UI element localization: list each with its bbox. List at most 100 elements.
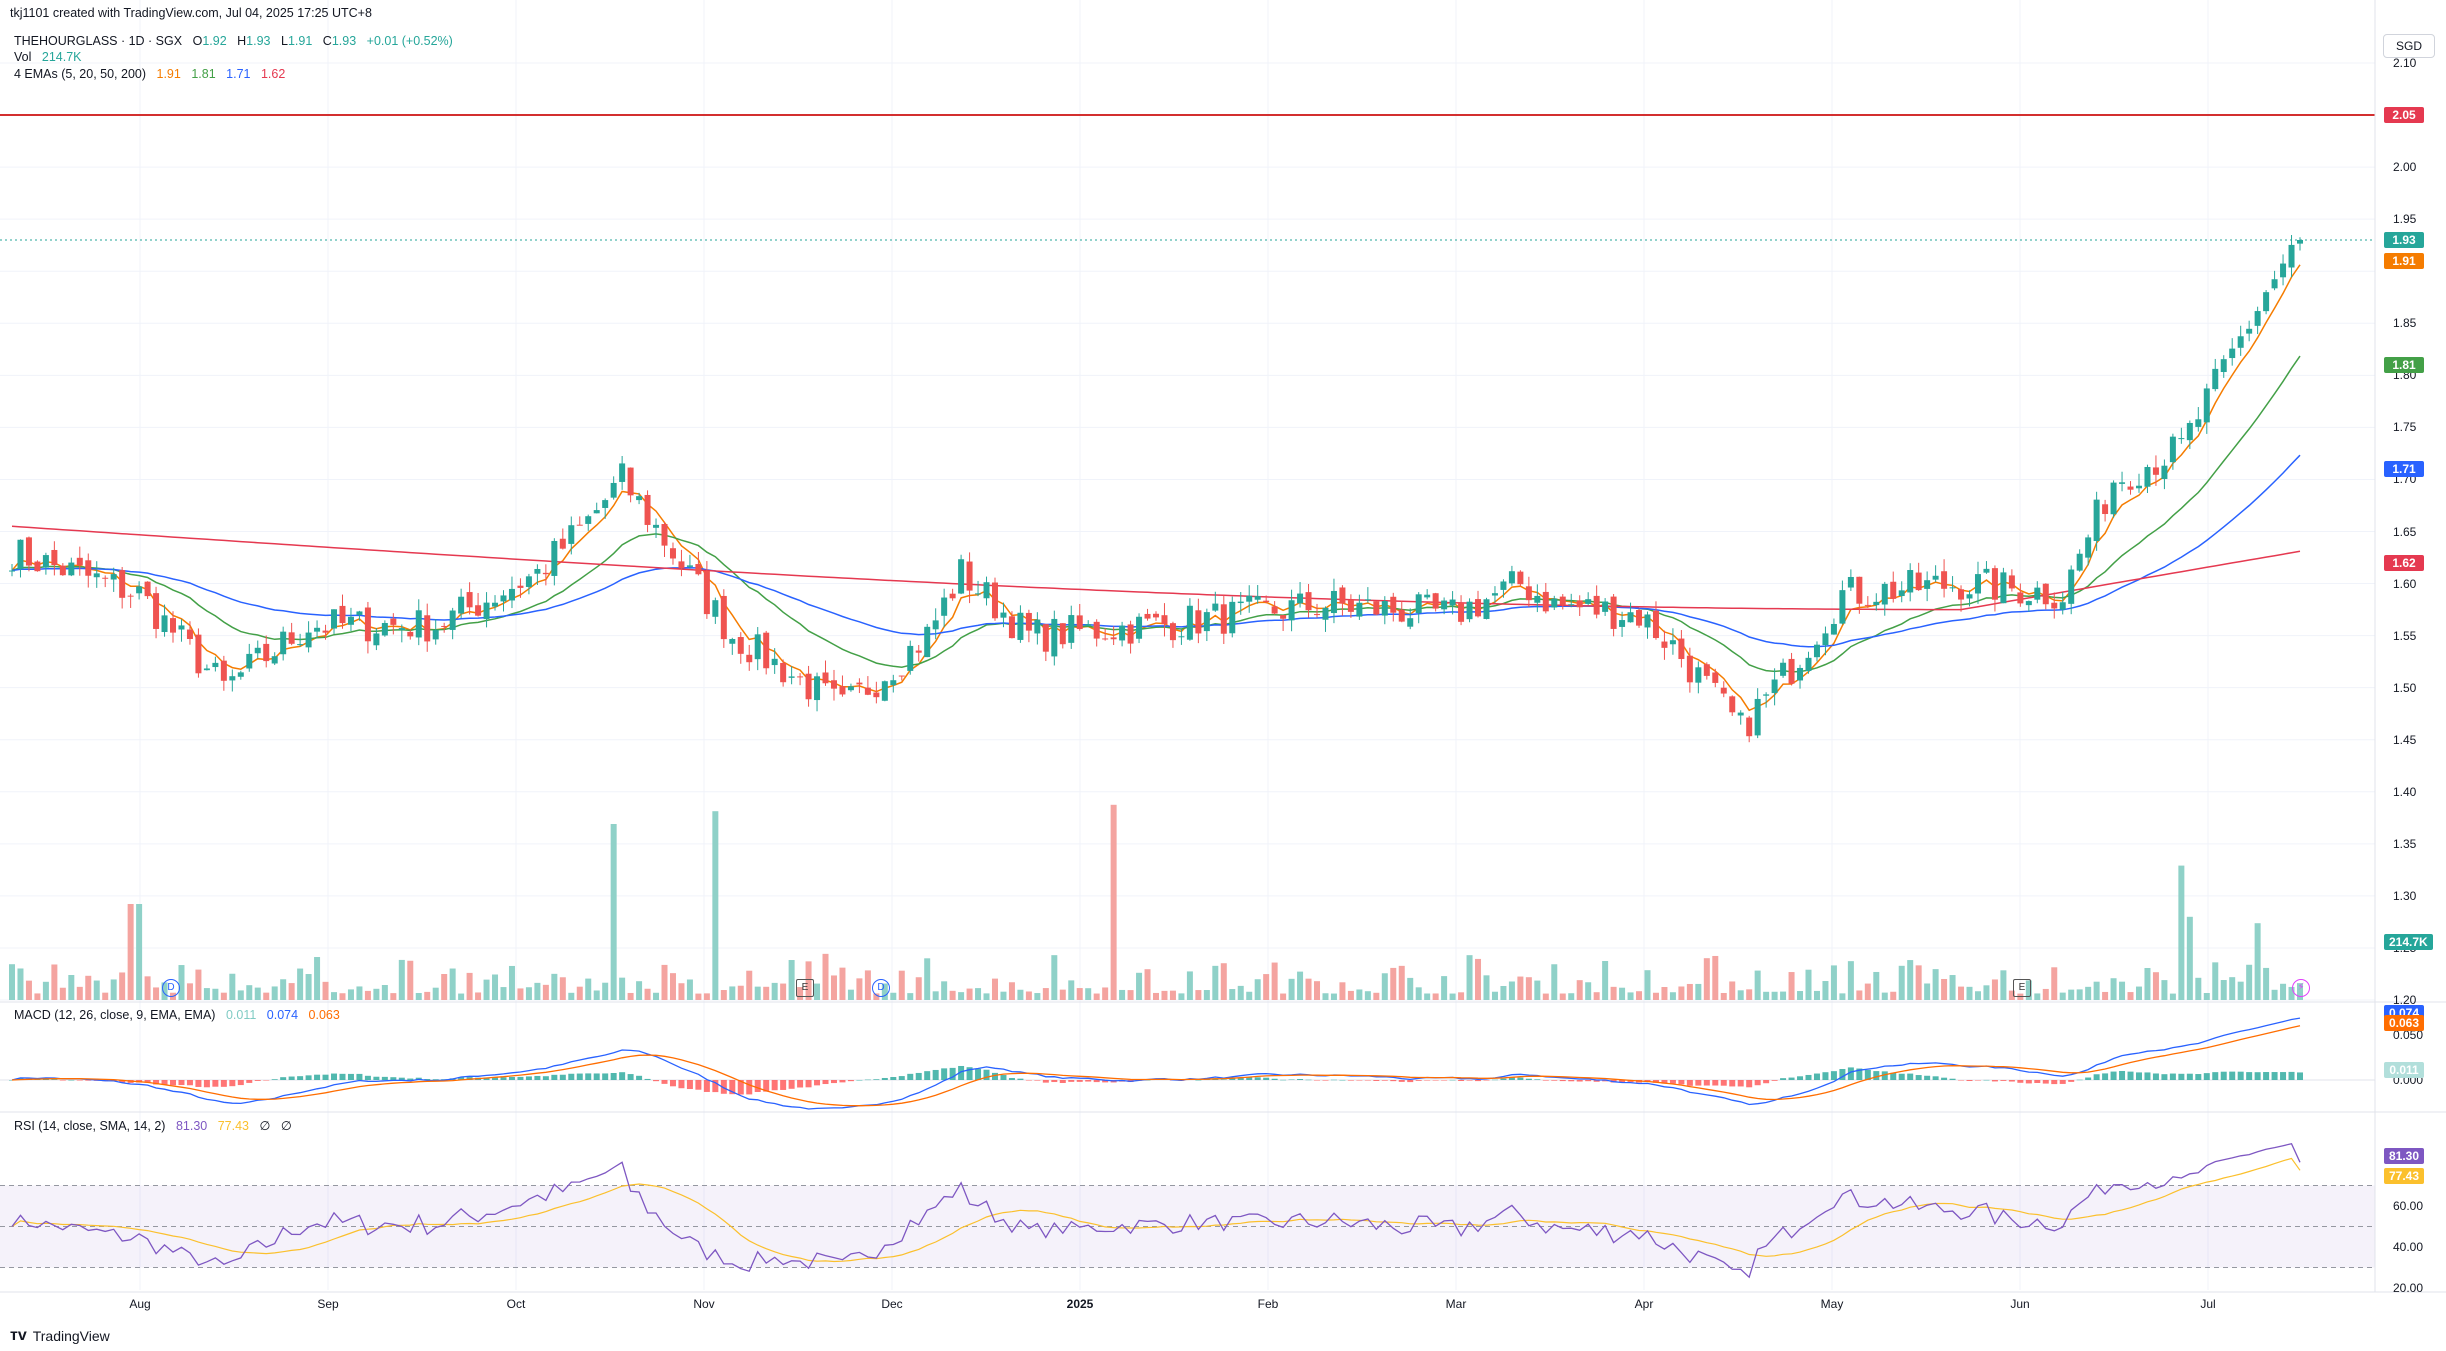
volume-bar (2059, 992, 2066, 1000)
price-tick-label: 1.85 (2393, 316, 2417, 331)
ema-label[interactable]: 4 EMAs (5, 20, 50, 200) (14, 67, 147, 81)
candle-body (1127, 624, 1134, 644)
macd-hist-bar (1483, 1080, 1490, 1081)
candle-body (1619, 620, 1626, 627)
tradingview-logo[interactable]: ᴛᴠ TradingView (10, 1327, 110, 1345)
candle-body (237, 672, 244, 677)
ema5-value: 1.91 (156, 67, 181, 81)
macd-hist-bar (2068, 1080, 2075, 1082)
volume-bar (144, 976, 151, 1000)
volume-bar (68, 975, 75, 1000)
earnings-marker[interactable]: E (2013, 979, 2031, 997)
candle-body (1610, 596, 1617, 629)
macd-hist-bar (2119, 1070, 2126, 1080)
volume-bar (407, 960, 414, 1000)
candle-body (102, 577, 109, 579)
volume-bar (568, 992, 575, 1000)
symbol-title[interactable]: THEHOURGLASS · 1D · SGX (14, 34, 183, 48)
dividend-marker[interactable]: D (162, 979, 180, 997)
candle-body (1161, 615, 1168, 625)
candle-body (2237, 336, 2244, 348)
volume-bar (356, 986, 363, 1000)
rsi-label[interactable]: RSI (14, close, SMA, 14, 2) (14, 1119, 166, 1133)
volume-bar (627, 992, 634, 1000)
macd-hist-bar (568, 1073, 575, 1080)
candle-body (1000, 612, 1007, 618)
candle-body (754, 634, 761, 660)
candle-body (966, 561, 973, 591)
candle-body (432, 630, 439, 640)
volume-bar (364, 990, 371, 1000)
candle-body (2229, 348, 2236, 359)
candle-body (1627, 612, 1634, 623)
candle-body (1559, 596, 1566, 605)
macd-hist-bar (1415, 1080, 1422, 1081)
rsi-value: 81.30 (175, 1119, 208, 1133)
volume-bar (271, 986, 278, 1000)
macd-hist-bar (458, 1077, 465, 1080)
rsi-ma-value: 77.43 (217, 1119, 249, 1133)
volume-bar (1491, 991, 1498, 1000)
candle-body (2254, 311, 2261, 326)
rsi-ma-line (11, 1157, 2301, 1263)
volume-bar (2263, 967, 2270, 1000)
split-marker[interactable]: ⚡ (2292, 979, 2310, 997)
candle-body (1356, 602, 1363, 617)
price-tick-label: 1.20 (2393, 993, 2417, 1007)
volume-bar (1873, 971, 1880, 1000)
earnings-marker[interactable]: E (796, 979, 814, 997)
volume-bar (1508, 981, 1515, 1000)
candle-body (51, 549, 58, 566)
macd-hist-bar (1958, 1080, 1965, 1081)
volume-bar (1813, 990, 1820, 1000)
candle-body (932, 620, 939, 630)
candle-body (653, 524, 660, 528)
volume-bar (1898, 965, 1905, 1000)
currency-button[interactable]: SGD (2383, 34, 2435, 58)
volume-bar (2068, 989, 2075, 1000)
candle-body (1881, 583, 1888, 605)
macd-hist-bar (771, 1080, 778, 1091)
macd-hist-bar (1780, 1078, 1787, 1080)
dividend-marker[interactable]: D (872, 979, 890, 997)
time-axis-label: Mar (1445, 1297, 1467, 1311)
macd-hist-bar (68, 1079, 75, 1081)
candle-body (76, 557, 83, 566)
candle-body (856, 682, 863, 685)
volume-bar (2246, 964, 2253, 1000)
volume-bar (1042, 988, 1049, 1000)
candle-body (1763, 694, 1770, 696)
volume-bar (2271, 989, 2278, 1000)
macd-label[interactable]: MACD (12, 26, close, 9, EMA, EMA) (14, 1008, 216, 1022)
candle-body (1839, 590, 1846, 624)
volume-bar (1907, 960, 1914, 1000)
volume-bar (686, 979, 693, 1000)
candle-body (627, 467, 634, 496)
candle-body (517, 585, 524, 588)
volume-bar (1280, 993, 1287, 1000)
macd-hist-bar (1873, 1071, 1880, 1080)
macd-hist-bar (2000, 1080, 2007, 1081)
volume-bar (1475, 958, 1482, 1000)
time-axis-label: Feb (1257, 1297, 1279, 1311)
volume-bar (1263, 974, 1270, 1000)
macd-hist-bar (297, 1076, 304, 1080)
candle-body (746, 654, 753, 663)
candle-body (1907, 570, 1914, 593)
volume-bar (1178, 993, 1185, 1000)
macd-hist-bar (2085, 1077, 2092, 1080)
vol-label[interactable]: Vol (14, 50, 32, 64)
macd-hist-bar (703, 1080, 710, 1092)
volume-bar (1754, 970, 1761, 1000)
candle-body (949, 593, 956, 599)
volume-bar (712, 811, 719, 1000)
macd-hist-bar (983, 1069, 990, 1080)
volume-bar (542, 984, 549, 1000)
volume-bar (449, 968, 456, 1000)
candle-body (2025, 601, 2032, 606)
rsi-empty-1: ∅ (259, 1119, 271, 1133)
candle-body (1974, 574, 1981, 594)
volume-bar (297, 968, 304, 1000)
volume-bar (458, 993, 465, 1000)
